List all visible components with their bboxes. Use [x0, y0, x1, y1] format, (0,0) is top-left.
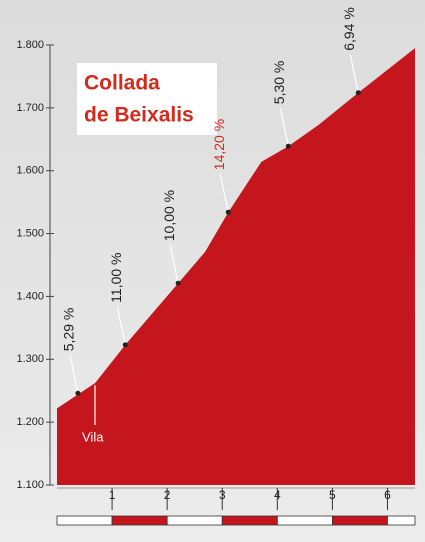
x-tick-label: 1 — [109, 488, 116, 502]
annotation-point — [122, 342, 128, 348]
y-tick-label: 1.800 — [16, 39, 44, 51]
km-strip — [111, 515, 168, 526]
gradient-label: 11,00 % — [108, 252, 124, 302]
y-tick-label: 1.600 — [16, 165, 44, 177]
chart-title: de Beixalis — [84, 104, 194, 127]
leader-line — [349, 54, 359, 93]
km-strip — [56, 515, 113, 526]
x-tick-label: 3 — [219, 488, 226, 502]
annotation-point — [355, 90, 361, 96]
chart-title: Collada — [84, 72, 160, 95]
gradient-label: 10,00 % — [161, 190, 177, 241]
leader-line — [219, 174, 229, 213]
y-tick-label: 1.500 — [16, 227, 44, 239]
km-strip — [221, 515, 278, 526]
marker-label: Vila — [82, 429, 104, 444]
y-tick-label: 1.200 — [16, 416, 44, 428]
x-tick-label: 6 — [384, 488, 391, 502]
gradient-label: 6,94 % — [341, 7, 357, 51]
profile-area — [57, 48, 415, 486]
y-tick-label: 1.400 — [16, 290, 44, 302]
km-strip — [387, 515, 416, 526]
y-tick-label: 1.700 — [16, 102, 44, 114]
leader-line — [169, 245, 179, 284]
gradient-label: 14,20 % — [211, 119, 227, 170]
x-tick-label: 5 — [329, 488, 336, 502]
gradient-label: 5,29 % — [61, 308, 77, 352]
gradient-label: 5,30 % — [271, 61, 287, 105]
x-tick-label: 2 — [164, 488, 171, 502]
annotation-point — [75, 390, 81, 396]
y-tick-label: 1.300 — [16, 353, 44, 365]
km-strip — [166, 515, 223, 526]
annotation-point — [225, 209, 231, 215]
annotation-point — [175, 280, 181, 286]
leader-line — [116, 306, 126, 345]
leader-line — [69, 355, 79, 394]
km-strip — [331, 515, 388, 526]
annotation-point — [285, 143, 291, 149]
x-tick-label: 4 — [274, 488, 281, 502]
km-strip — [276, 515, 333, 526]
leader-line — [279, 108, 289, 147]
y-tick-label: 1.100 — [16, 479, 44, 491]
title-box — [77, 63, 217, 135]
